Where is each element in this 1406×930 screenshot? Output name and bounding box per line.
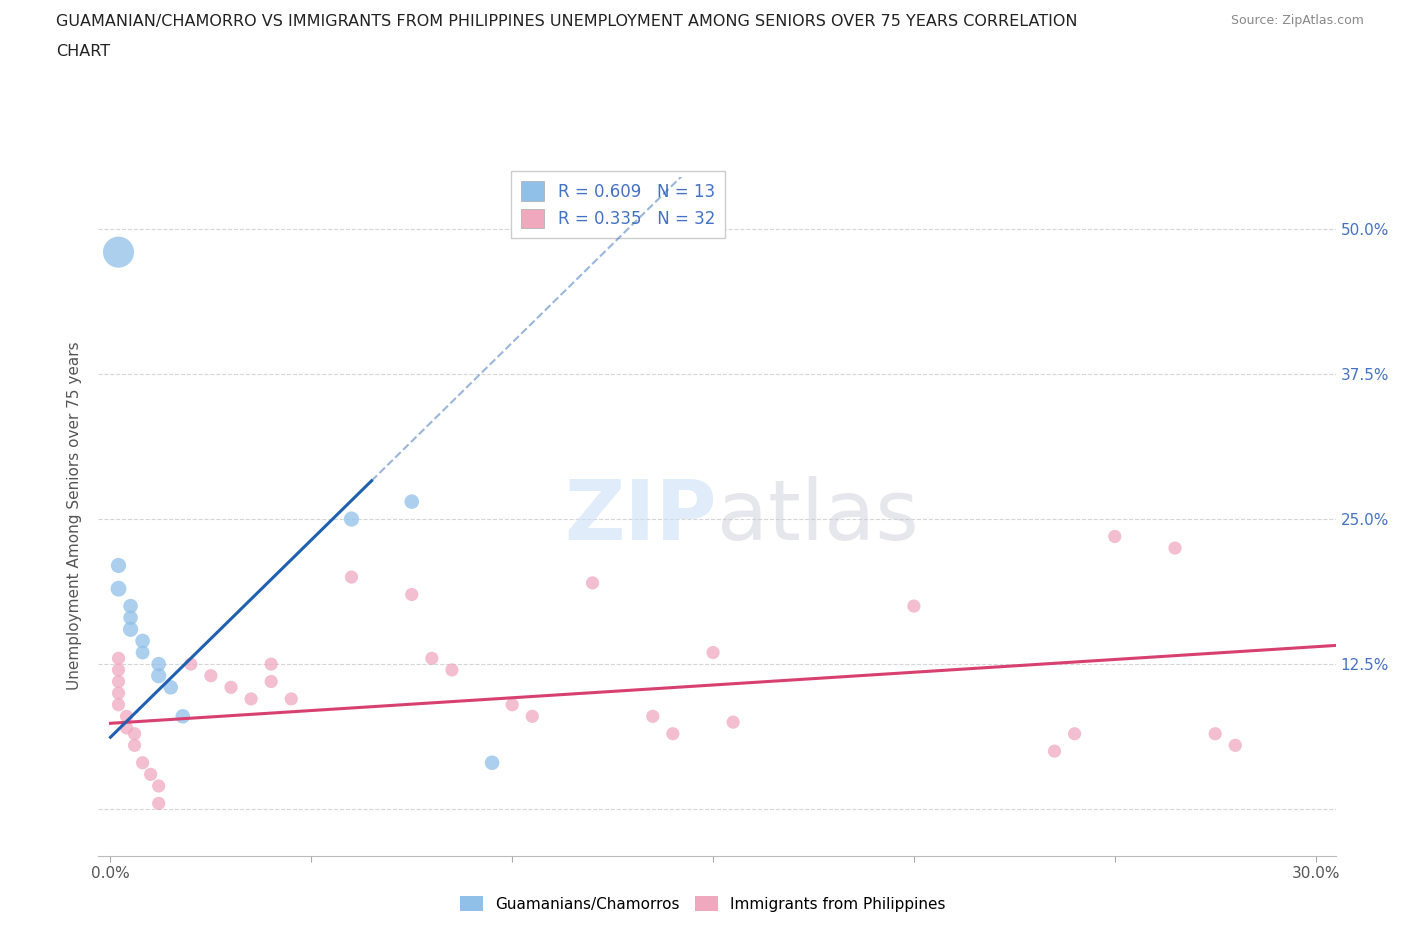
Point bbox=[131, 645, 153, 660]
Point bbox=[1104, 529, 1126, 544]
Point bbox=[124, 737, 146, 752]
Point bbox=[120, 599, 142, 614]
Point bbox=[240, 692, 263, 707]
Point bbox=[401, 494, 423, 509]
Point bbox=[260, 657, 283, 671]
Point bbox=[115, 721, 138, 736]
Point bbox=[107, 674, 129, 689]
Point bbox=[721, 714, 744, 729]
Point bbox=[340, 512, 363, 526]
Point bbox=[148, 657, 170, 671]
Point bbox=[139, 767, 162, 782]
Point bbox=[107, 245, 129, 259]
Point bbox=[148, 669, 170, 684]
Point bbox=[501, 698, 523, 712]
Point bbox=[662, 726, 685, 741]
Text: atlas: atlas bbox=[717, 475, 918, 557]
Point bbox=[641, 709, 664, 724]
Point bbox=[107, 698, 129, 712]
Point bbox=[420, 651, 443, 666]
Point bbox=[159, 680, 181, 695]
Point bbox=[148, 796, 170, 811]
Text: Source: ZipAtlas.com: Source: ZipAtlas.com bbox=[1230, 14, 1364, 27]
Point bbox=[107, 581, 129, 596]
Point bbox=[340, 570, 363, 585]
Point bbox=[124, 726, 146, 741]
Point bbox=[1063, 726, 1085, 741]
Point bbox=[115, 709, 138, 724]
Point bbox=[260, 674, 283, 689]
Point bbox=[107, 685, 129, 700]
Y-axis label: Unemployment Among Seniors over 75 years: Unemployment Among Seniors over 75 years bbox=[67, 342, 83, 690]
Point bbox=[172, 709, 194, 724]
Point bbox=[120, 610, 142, 625]
Point bbox=[702, 645, 724, 660]
Point bbox=[219, 680, 242, 695]
Point bbox=[120, 622, 142, 637]
Point bbox=[1225, 737, 1247, 752]
Point bbox=[1043, 744, 1066, 759]
Point bbox=[107, 662, 129, 677]
Point bbox=[148, 778, 170, 793]
Point bbox=[107, 651, 129, 666]
Point bbox=[280, 692, 302, 707]
Text: GUAMANIAN/CHAMORRO VS IMMIGRANTS FROM PHILIPPINES UNEMPLOYMENT AMONG SENIORS OVE: GUAMANIAN/CHAMORRO VS IMMIGRANTS FROM PH… bbox=[56, 14, 1078, 29]
Point bbox=[581, 576, 603, 591]
Point bbox=[131, 633, 153, 648]
Point bbox=[1164, 540, 1187, 555]
Text: ZIP: ZIP bbox=[565, 475, 717, 557]
Point bbox=[903, 599, 925, 614]
Point bbox=[131, 755, 153, 770]
Point bbox=[522, 709, 544, 724]
Point bbox=[401, 587, 423, 602]
Point bbox=[200, 669, 222, 684]
Legend: R = 0.609   N = 13, R = 0.335   N = 32: R = 0.609 N = 13, R = 0.335 N = 32 bbox=[510, 171, 725, 238]
Text: CHART: CHART bbox=[56, 44, 110, 59]
Legend: Guamanians/Chamorros, Immigrants from Philippines: Guamanians/Chamorros, Immigrants from Ph… bbox=[454, 889, 952, 918]
Point bbox=[107, 558, 129, 573]
Point bbox=[440, 662, 463, 677]
Point bbox=[481, 755, 503, 770]
Point bbox=[180, 657, 202, 671]
Point bbox=[1204, 726, 1226, 741]
